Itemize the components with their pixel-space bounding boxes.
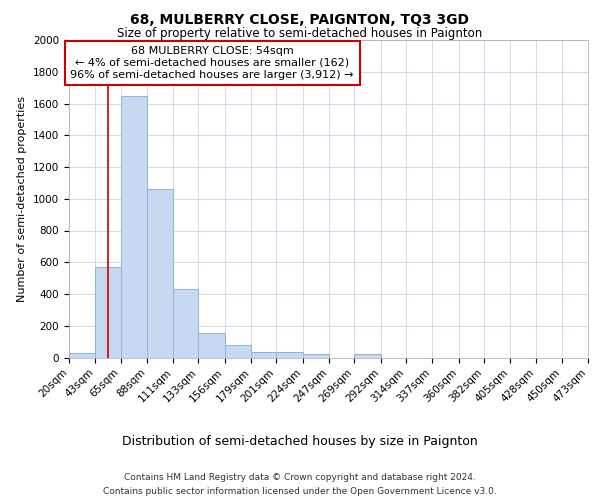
Text: Distribution of semi-detached houses by size in Paignton: Distribution of semi-detached houses by … <box>122 435 478 448</box>
Text: Contains HM Land Registry data © Crown copyright and database right 2024.: Contains HM Land Registry data © Crown c… <box>124 472 476 482</box>
Text: 68, MULBERRY CLOSE, PAIGNTON, TQ3 3GD: 68, MULBERRY CLOSE, PAIGNTON, TQ3 3GD <box>131 12 470 26</box>
Bar <box>354 354 380 358</box>
Bar <box>277 352 303 358</box>
Bar <box>147 189 173 358</box>
Bar <box>173 289 199 358</box>
Y-axis label: Number of semi-detached properties: Number of semi-detached properties <box>17 96 28 302</box>
Text: Contains public sector information licensed under the Open Government Licence v3: Contains public sector information licen… <box>103 488 497 496</box>
Text: Size of property relative to semi-detached houses in Paignton: Size of property relative to semi-detach… <box>118 28 482 40</box>
Bar <box>303 354 329 358</box>
Bar <box>251 352 277 358</box>
Bar <box>95 267 121 358</box>
Bar <box>225 345 251 358</box>
Text: 68 MULBERRY CLOSE: 54sqm
← 4% of semi-detached houses are smaller (162)
96% of s: 68 MULBERRY CLOSE: 54sqm ← 4% of semi-de… <box>70 46 354 80</box>
Bar <box>69 352 95 358</box>
Bar <box>121 96 147 358</box>
Bar <box>199 333 225 357</box>
